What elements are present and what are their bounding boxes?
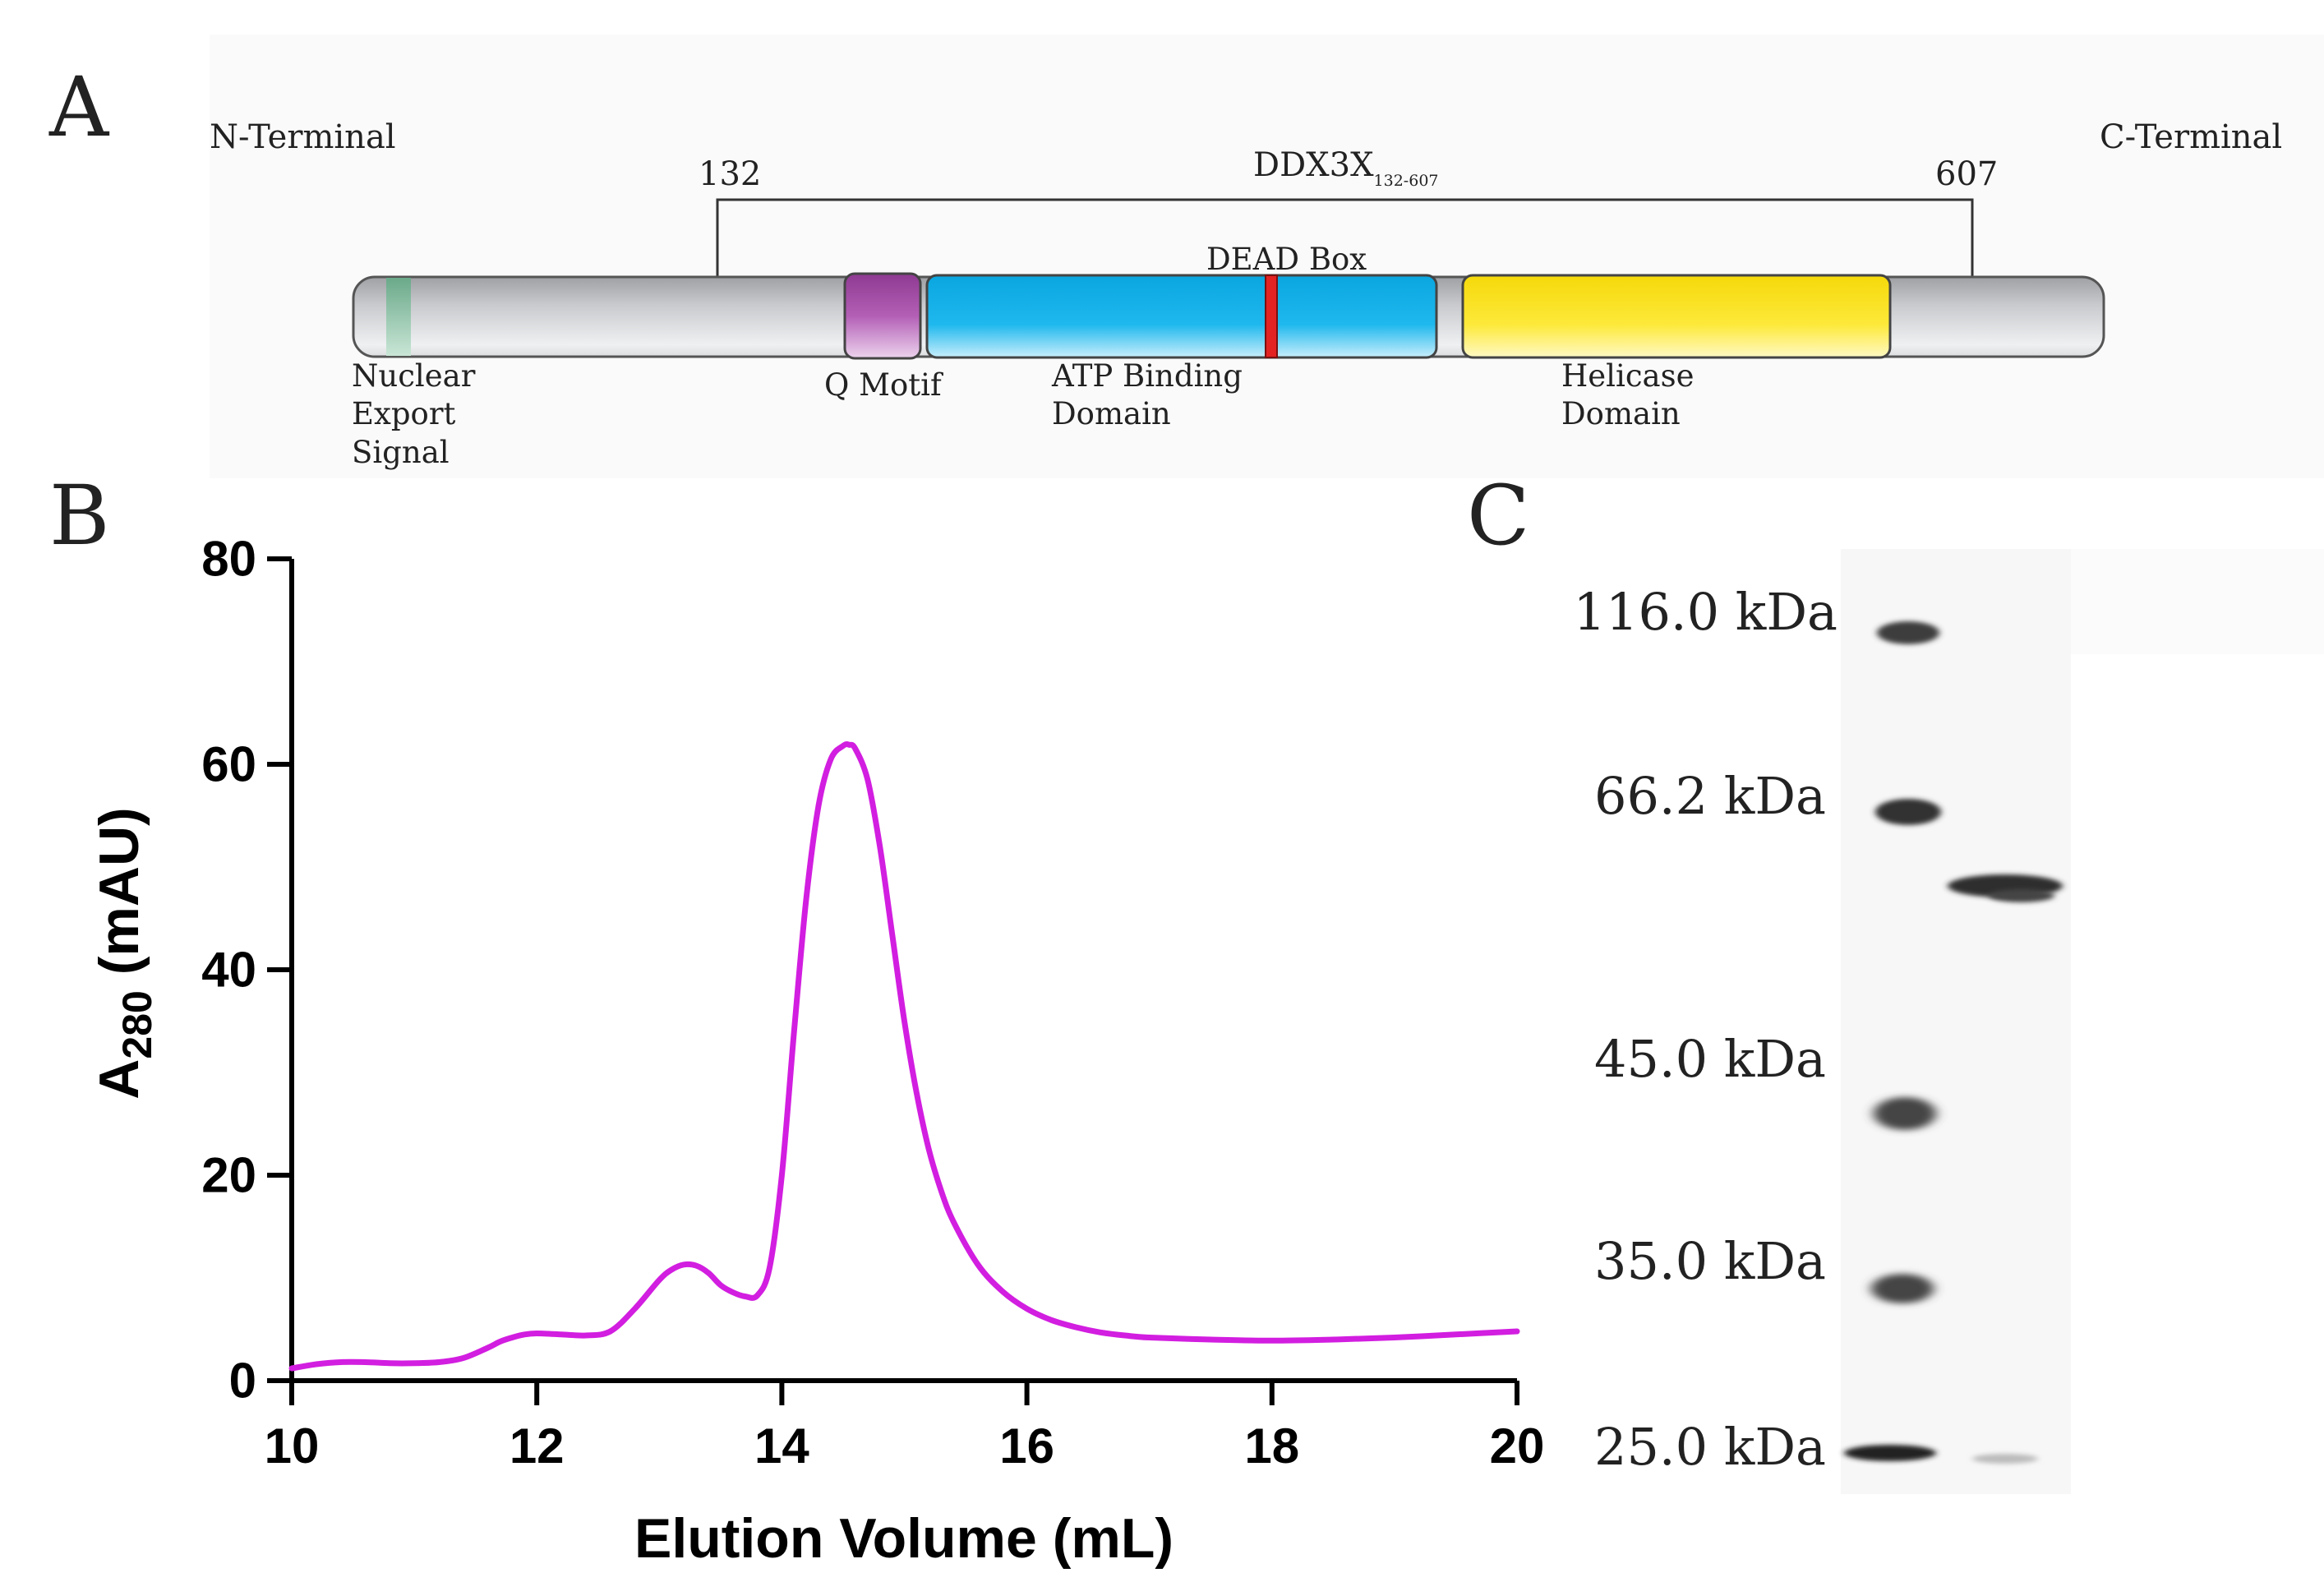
sample-lane [1948, 874, 2063, 1464]
y-tick-label-0: 0 [229, 1354, 256, 1409]
ladder-band-66 [1875, 799, 1941, 825]
x-tick-label-18: 18 [1244, 1418, 1299, 1474]
construct-subscript: 132-607 [1374, 172, 1439, 190]
construct-name: DDX3X [1253, 146, 1374, 184]
marker-116-label: 116.0 kDa [1574, 582, 1838, 642]
y-axis-title-subscript: 280 [114, 990, 160, 1059]
helicase-label: Helicase Domain [1561, 358, 1704, 431]
helicase-domain [1461, 274, 1892, 359]
sample-faint-band [1972, 1454, 2038, 1464]
x-tick-label-14: 14 [754, 1418, 809, 1474]
ladder-band-45 [1874, 1097, 1936, 1130]
construct-label: DDX3X132-607 [1253, 146, 1439, 190]
helicase-label-line-1: Helicase [1561, 358, 1695, 394]
y-tick-label-40: 40 [201, 943, 256, 998]
panel-a-domain-map: A N-Terminal C-Terminal 132 607 DDX3X132… [48, 59, 2282, 470]
nes-domain [386, 278, 411, 356]
ladder-lane [1844, 621, 1941, 1461]
y-axis-title-main: A [88, 1059, 150, 1100]
n-terminal-label: N-Terminal [210, 118, 396, 156]
panel-c-letter: C [1467, 468, 1530, 564]
y-tick-label-80: 80 [201, 532, 256, 587]
panel-c-gel: C 116.0 kDa 66.2 kDa 45.0 kDa 35.0 kDa 2… [1467, 468, 2324, 1494]
y-ticks: 0 20 40 60 80 [201, 532, 292, 1409]
atp-label: ATP Binding Domain [1051, 358, 1252, 431]
marker-45-label: 45.0 kDa [1594, 1029, 1826, 1089]
panel-b-letter: B [49, 468, 110, 564]
y-axis-title-unit: (mAU) [88, 807, 150, 990]
y-tick-label-60: 60 [201, 737, 256, 792]
absorbance-trace [288, 741, 1520, 1372]
nes-label-line-1: Nuclear [352, 358, 476, 394]
y-axis-title: A280 (mAU) [88, 807, 160, 1099]
x-tick-label-10: 10 [265, 1418, 320, 1474]
gel-edge [2071, 549, 2324, 654]
helicase-label-line-2: Domain [1561, 396, 1681, 431]
y-tick-label-20: 20 [201, 1148, 256, 1203]
x-tick-label-16: 16 [999, 1418, 1054, 1474]
x-tick-label-20: 20 [1490, 1418, 1545, 1474]
dead-box-label: DEAD Box [1206, 242, 1367, 277]
marker-35-label: 35.0 kDa [1594, 1231, 1826, 1291]
gel-marker-labels: 116.0 kDa 66.2 kDa 45.0 kDa 35.0 kDa 25.… [1574, 582, 1838, 1477]
nes-label-line-2: Export [352, 396, 456, 431]
marker-66-label: 66.2 kDa [1594, 766, 1826, 826]
sample-band-tail [1989, 889, 2054, 902]
marker-25-label: 25.0 kDa [1594, 1417, 1826, 1477]
c-terminal-label: C-Terminal [2100, 118, 2282, 156]
panel-b-chromatogram: B 0 20 40 60 80 10 12 14 16 18 [49, 468, 1544, 1570]
end-residue-label: 607 [1935, 155, 1998, 193]
atp-label-line-2: Domain [1052, 396, 1171, 431]
dead-box-motif [1265, 274, 1278, 358]
start-residue-label: 132 [699, 155, 761, 193]
ladder-band-35 [1871, 1274, 1934, 1303]
construct-bracket [716, 198, 1974, 278]
ladder-band-116 [1877, 621, 1939, 644]
nes-label-line-3: Signal [352, 435, 450, 470]
x-ticks: 10 12 14 16 18 20 [265, 1381, 1545, 1474]
ladder-band-25 [1844, 1445, 1936, 1461]
atp-binding-domain [925, 274, 1438, 359]
atp-label-line-1: ATP Binding [1051, 358, 1243, 394]
x-tick-label-12: 12 [510, 1418, 565, 1474]
q-motif-label: Q Motif [824, 367, 943, 403]
panel-a-letter: A [48, 59, 110, 155]
q-motif-domain [843, 272, 922, 360]
nes-label: Nuclear Export Signal [352, 358, 485, 470]
gel-background [1841, 549, 2071, 1494]
x-axis-title: Elution Volume (mL) [634, 1507, 1174, 1570]
